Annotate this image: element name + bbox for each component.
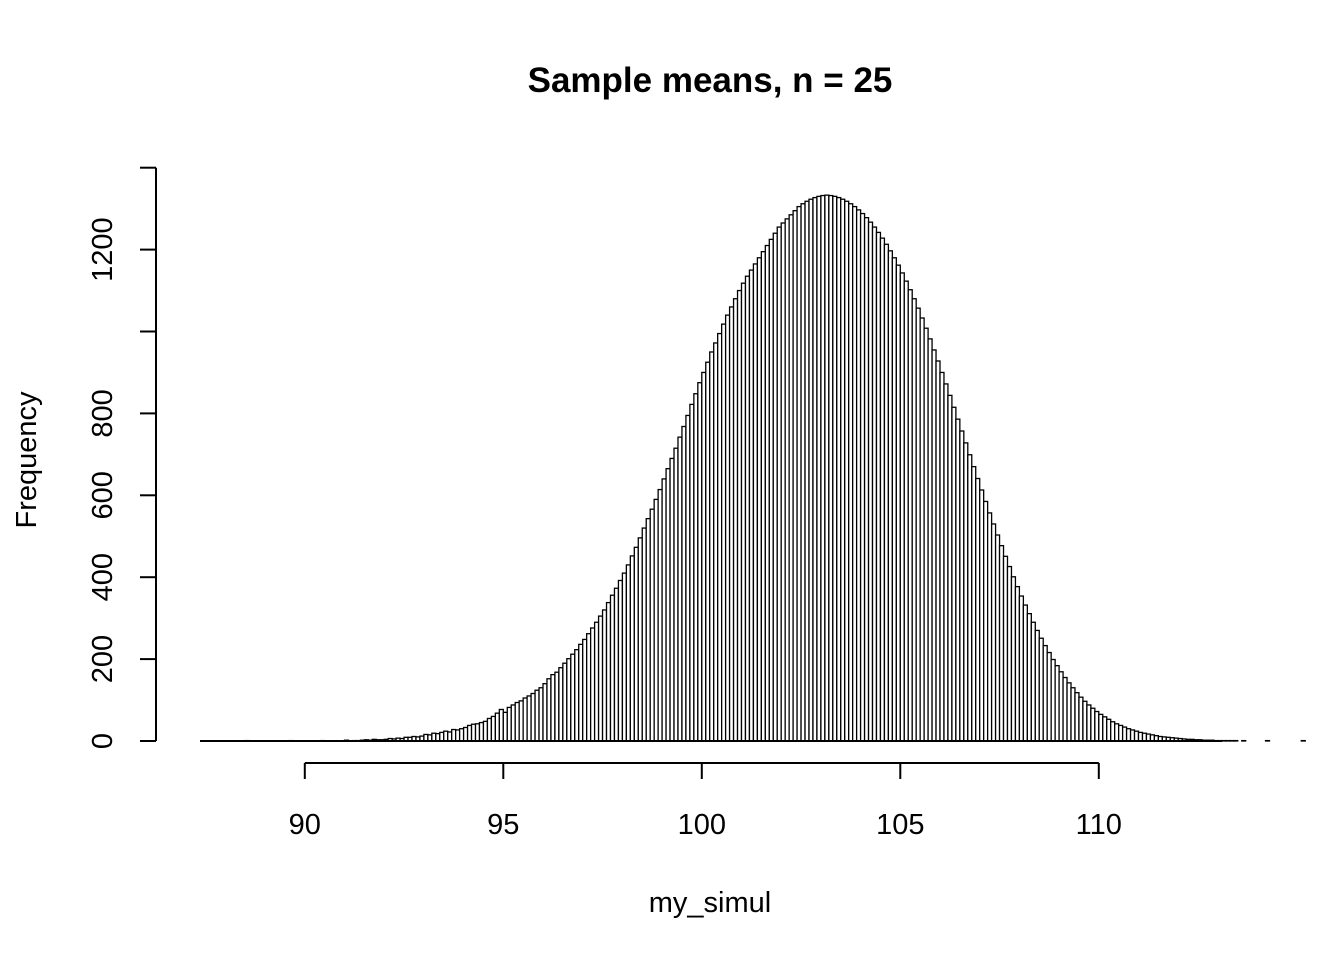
x-tick-label: 90 [289, 809, 321, 841]
x-tick-label: 105 [876, 809, 924, 841]
y-tick-label: 400 [87, 553, 119, 601]
x-tick-label: 95 [487, 809, 519, 841]
y-axis: 0 200 400 600 800 1200 [87, 166, 157, 749]
y-axis-label: Frequency [11, 391, 43, 529]
x-axis-label: my_simul [649, 887, 771, 919]
x-tick-label: 110 [1076, 809, 1122, 841]
y-tick-label: 1200 [87, 217, 119, 282]
y-tick-label: 600 [87, 471, 119, 519]
y-tick-label: 0 [87, 733, 119, 749]
histogram-bars [244, 194, 1306, 742]
x-tick-label: 100 [678, 809, 726, 841]
chart-title: Sample means, n = 25 [528, 61, 893, 100]
x-axis: 90 95 100 105 110 [289, 762, 1122, 841]
y-tick-label: 800 [87, 389, 119, 437]
y-tick-label: 200 [87, 635, 119, 683]
